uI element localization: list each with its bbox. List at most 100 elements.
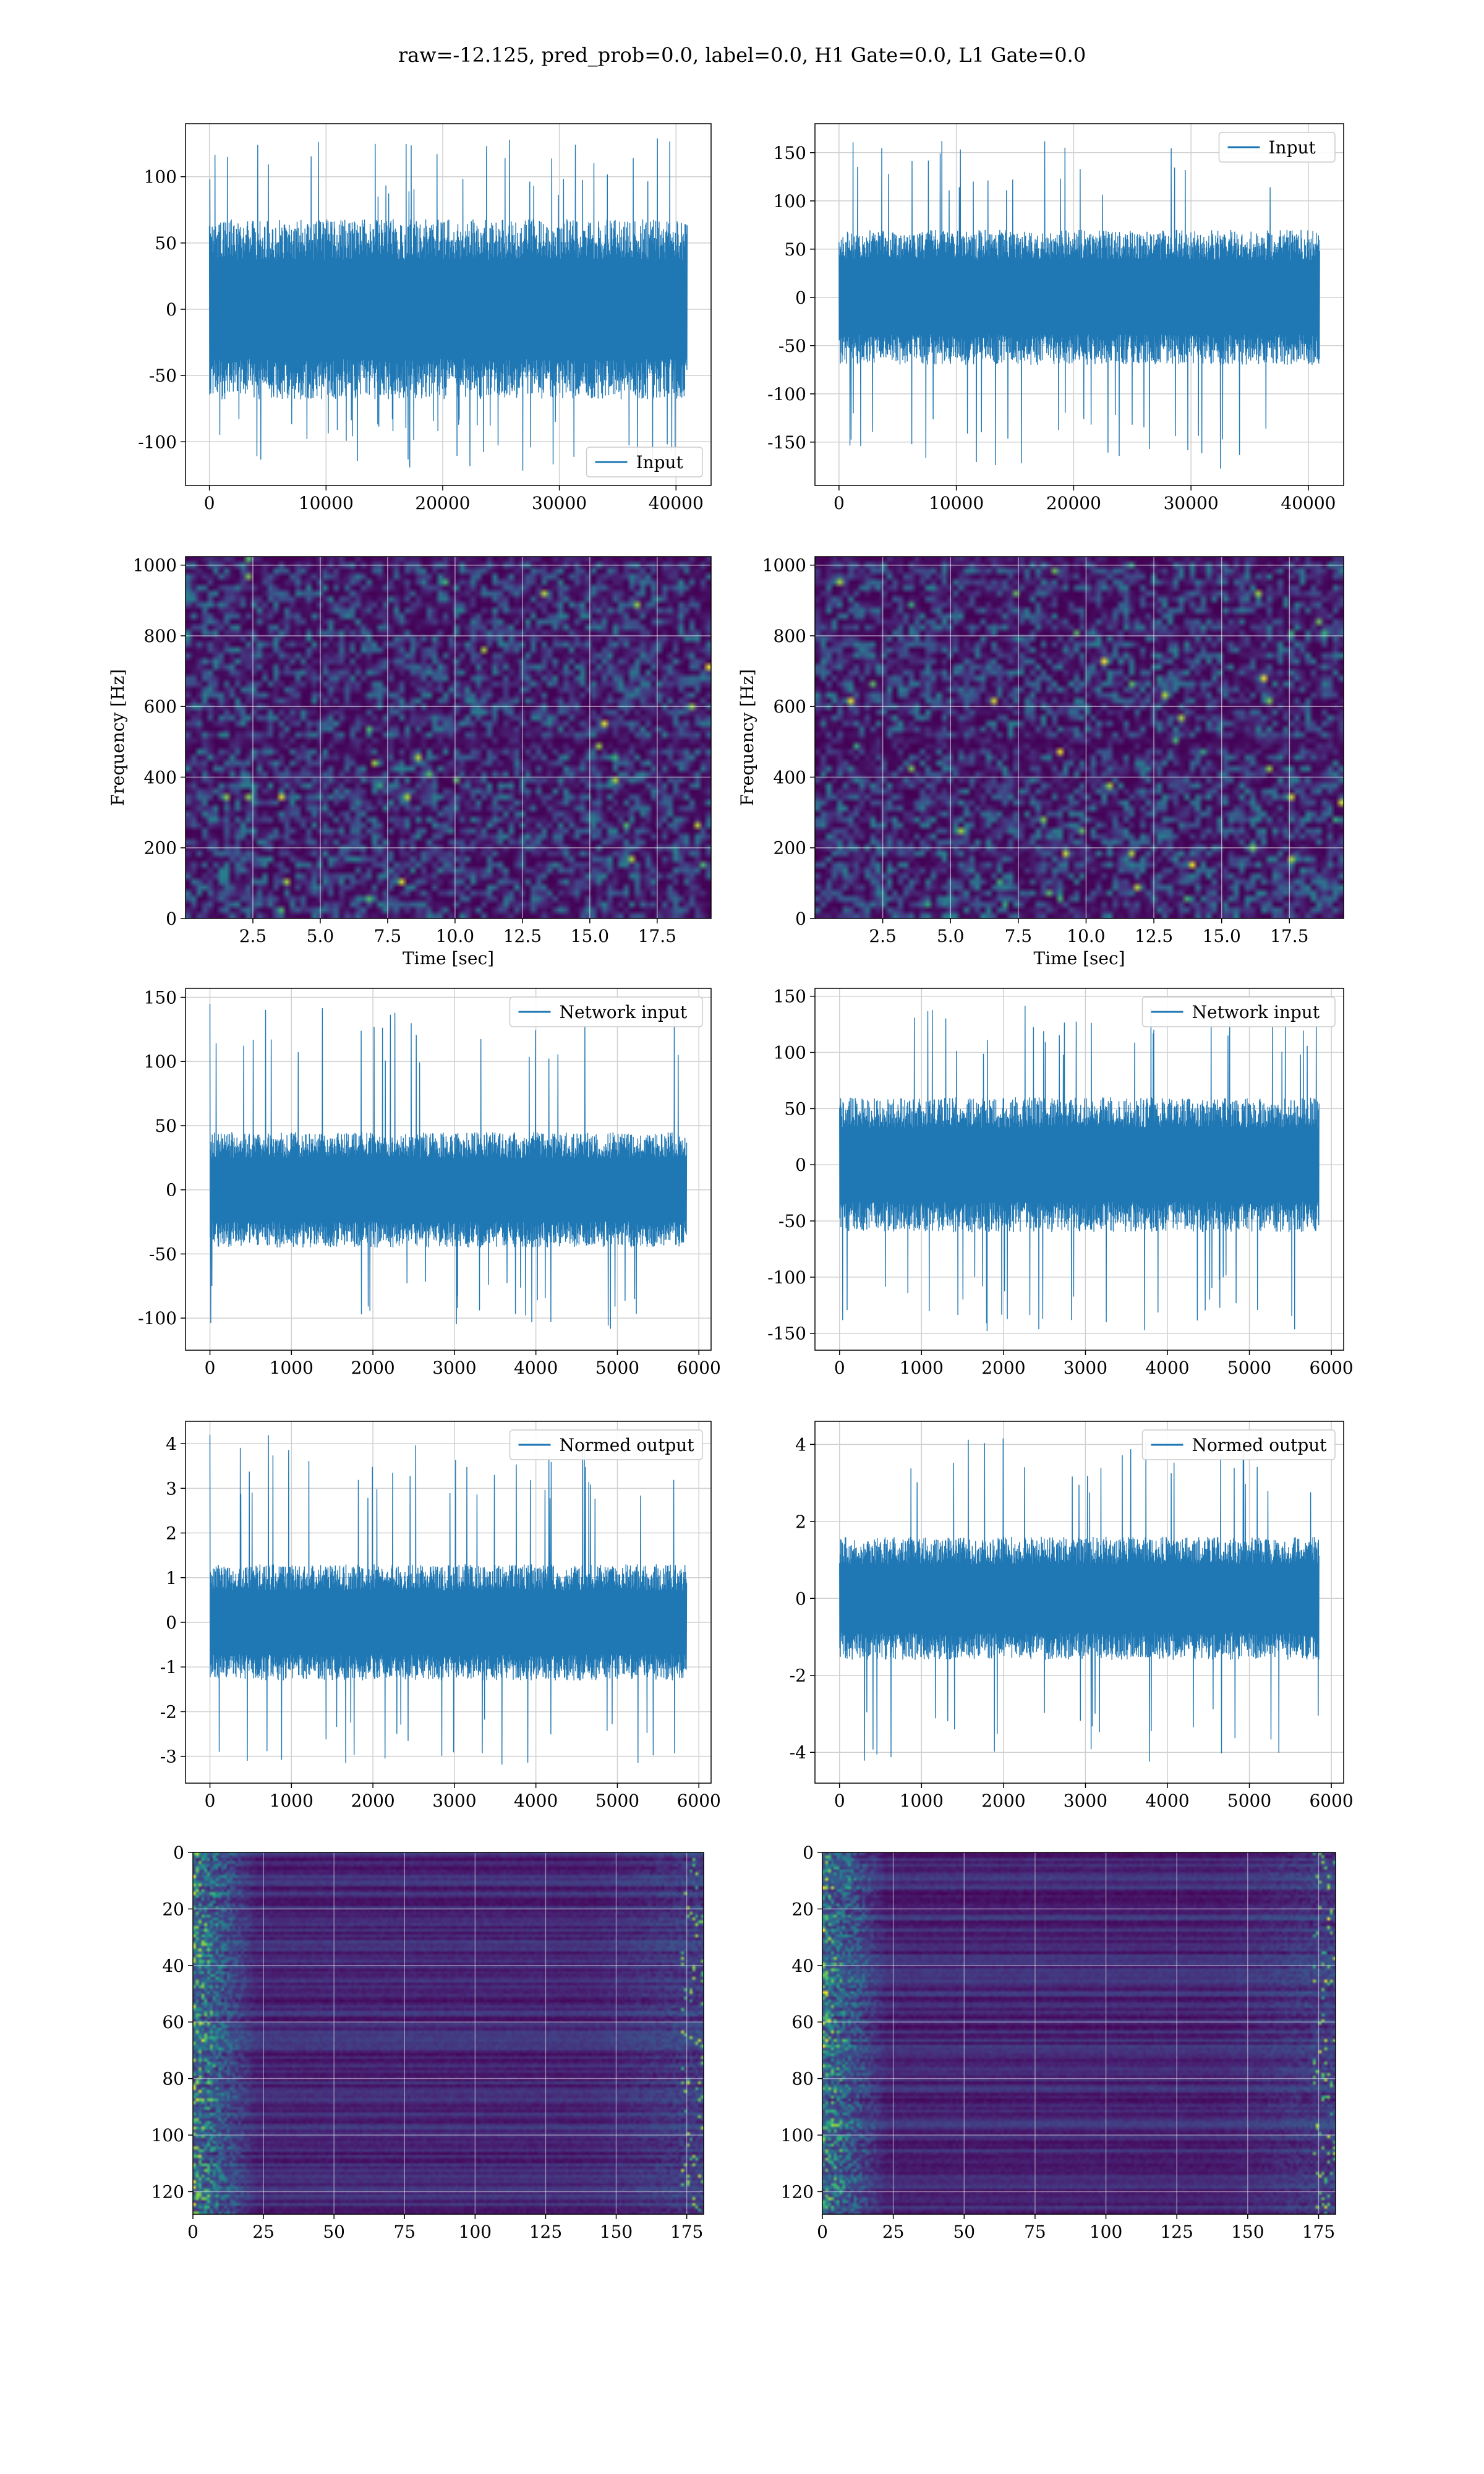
series-line [209,1003,688,1329]
legend-label: Input [1269,137,1316,158]
x-tick-label: 17.5 [638,926,676,946]
x-tick-label: 50 [323,2222,345,2242]
axes-frame [185,1421,712,1784]
y-tick-label: 100 [774,191,806,212]
x-tick-label: 0 [817,2222,828,2242]
panel-h1-normed-output: 0 1000 2000 3000 4000 5000 6000 -3 -2 -1 0 1 2 3 4 Norm… [160,1421,721,1811]
legend-box [1218,132,1336,163]
x-tick-label: 2.5 [239,926,267,946]
y-tick-label: 0 [166,1180,177,1201]
legend: Normed output [509,1429,703,1460]
y-tick-label: 150 [774,987,806,1007]
feature-map-image [822,1852,1336,2214]
x-tick-label: 175 [1302,2222,1335,2242]
x-tick-label: 0 [834,493,845,513]
y-tick-label: 600 [774,696,806,717]
y-tick-label: 0 [166,299,177,320]
x-tick-label: 25 [882,2222,905,2242]
axes-frame [814,988,1344,1351]
panel-l1-normed-output: 0 1000 2000 3000 4000 5000 6000 -4 -2 0 2 4 Normed o… [790,1421,1354,1811]
y-axis-label: Frequency [Hz] [737,669,757,806]
x-tick-label: 40000 [1281,493,1336,513]
feature-map-image [193,1852,704,2214]
x-tick-label: 125 [1160,2222,1193,2242]
y-tick-label: 100 [774,1043,806,1063]
x-tick-label: 1000 [900,1791,944,1811]
legend-label: Network input [1192,1002,1320,1022]
x-tick-label: 2000 [351,1358,394,1378]
x-tick-label: 30000 [532,493,587,513]
y-tick-label: -50 [149,1244,177,1264]
x-tick-label: 150 [600,2222,633,2242]
x-tick-label: 1000 [900,1358,944,1378]
y-tick-label: 400 [774,767,806,787]
x-tick-label: 4000 [514,1791,558,1811]
legend: Input [1218,132,1336,163]
y-tick-label: 40 [791,1956,814,1976]
x-tick-label: 3000 [432,1358,476,1378]
y-tick-label: -1 [160,1657,177,1677]
y-tick-label: 50 [784,239,806,260]
panel-h1-network-input: 0 1000 2000 3000 4000 5000 6000 -100 -50 0 50 100 15… [138,988,721,1378]
series-line [838,141,1320,469]
y-tick-label: 150 [144,988,177,1008]
legend-label: Normed output [1192,1435,1328,1455]
y-tick-label: -2 [160,1701,177,1722]
x-tick-label: 2000 [351,1791,394,1811]
y-tick-label: 20 [791,1899,814,1919]
x-tick-label: 10000 [299,493,354,513]
y-tick-label: -3 [160,1747,177,1767]
y-tick-label: 60 [162,2012,184,2032]
y-tick-label: 100 [144,1051,177,1072]
y-tick-label: -100 [138,432,177,452]
y-tick-label: 4 [795,1434,806,1455]
y-tick-label: -150 [767,1324,806,1344]
y-tick-label: 100 [151,2125,184,2146]
x-axis-label: Time [sec] [403,948,494,969]
y-tick-label: 80 [791,2069,814,2089]
y-tick-label: 0 [795,909,806,929]
panel-h1-feature-map: 0 25 50 75 100 125 150 175 0 20 40 60 80 100 120 [151,1843,704,2242]
y-tick-label: 0 [795,1588,806,1609]
axes-frame [814,123,1344,486]
panel-h1-spectrogram: 2.5 5.0 7.5 10.0 12.5 15.0 17.5 0 200 400 600 800 10… [108,555,712,969]
y-tick-label: 50 [784,1098,806,1119]
x-tick-label: 0 [834,1358,845,1378]
y-tick-label: 200 [774,838,806,858]
y-tick-label: 60 [791,2012,814,2032]
y-tick-label: 4 [166,1434,177,1454]
legend: Normed output [1141,1429,1336,1460]
y-tick-label: 800 [144,626,177,646]
x-tick-label: 20000 [415,493,470,513]
y-tick-label: 1000 [762,555,806,576]
legend-box [1141,996,1336,1027]
y-tick-label: 0 [803,1843,814,1863]
y-tick-label: -4 [790,1742,806,1763]
x-tick-label: 15.0 [1203,926,1241,946]
x-tick-label: 4000 [1145,1358,1189,1378]
y-tick-label: 150 [774,143,806,163]
axes-frame [185,556,712,919]
y-tick-label: -50 [149,366,177,386]
x-tick-label: 1000 [270,1358,313,1378]
legend-label: Normed output [560,1435,695,1455]
x-tick-label: 3000 [432,1791,476,1811]
x-tick-label: 5000 [1227,1791,1271,1811]
y-tick-label: -100 [767,384,806,404]
x-tick-label: 75 [1024,2222,1046,2242]
y-tick-label: -50 [778,336,806,356]
y-tick-label: -2 [790,1666,806,1686]
panel-l1-spectrogram: 2.5 5.0 7.5 10.0 12.5 15.0 17.5 0 200 400 600 800 10… [737,555,1344,969]
legend-label: Network input [560,1002,688,1022]
x-tick-label: 5000 [1227,1358,1271,1378]
figure-suptitle: raw=-12.125, pred_prob=0.0, label=0.0, H… [398,43,1086,67]
x-tick-label: 25 [252,2222,275,2242]
axes-frame [814,1421,1344,1784]
x-tick-label: 5000 [595,1358,639,1378]
series-line [209,1434,688,1765]
y-tick-label: 0 [795,288,806,308]
y-tick-label: 80 [162,2069,184,2089]
legend-box [509,1429,703,1460]
x-tick-label: 75 [393,2222,416,2242]
